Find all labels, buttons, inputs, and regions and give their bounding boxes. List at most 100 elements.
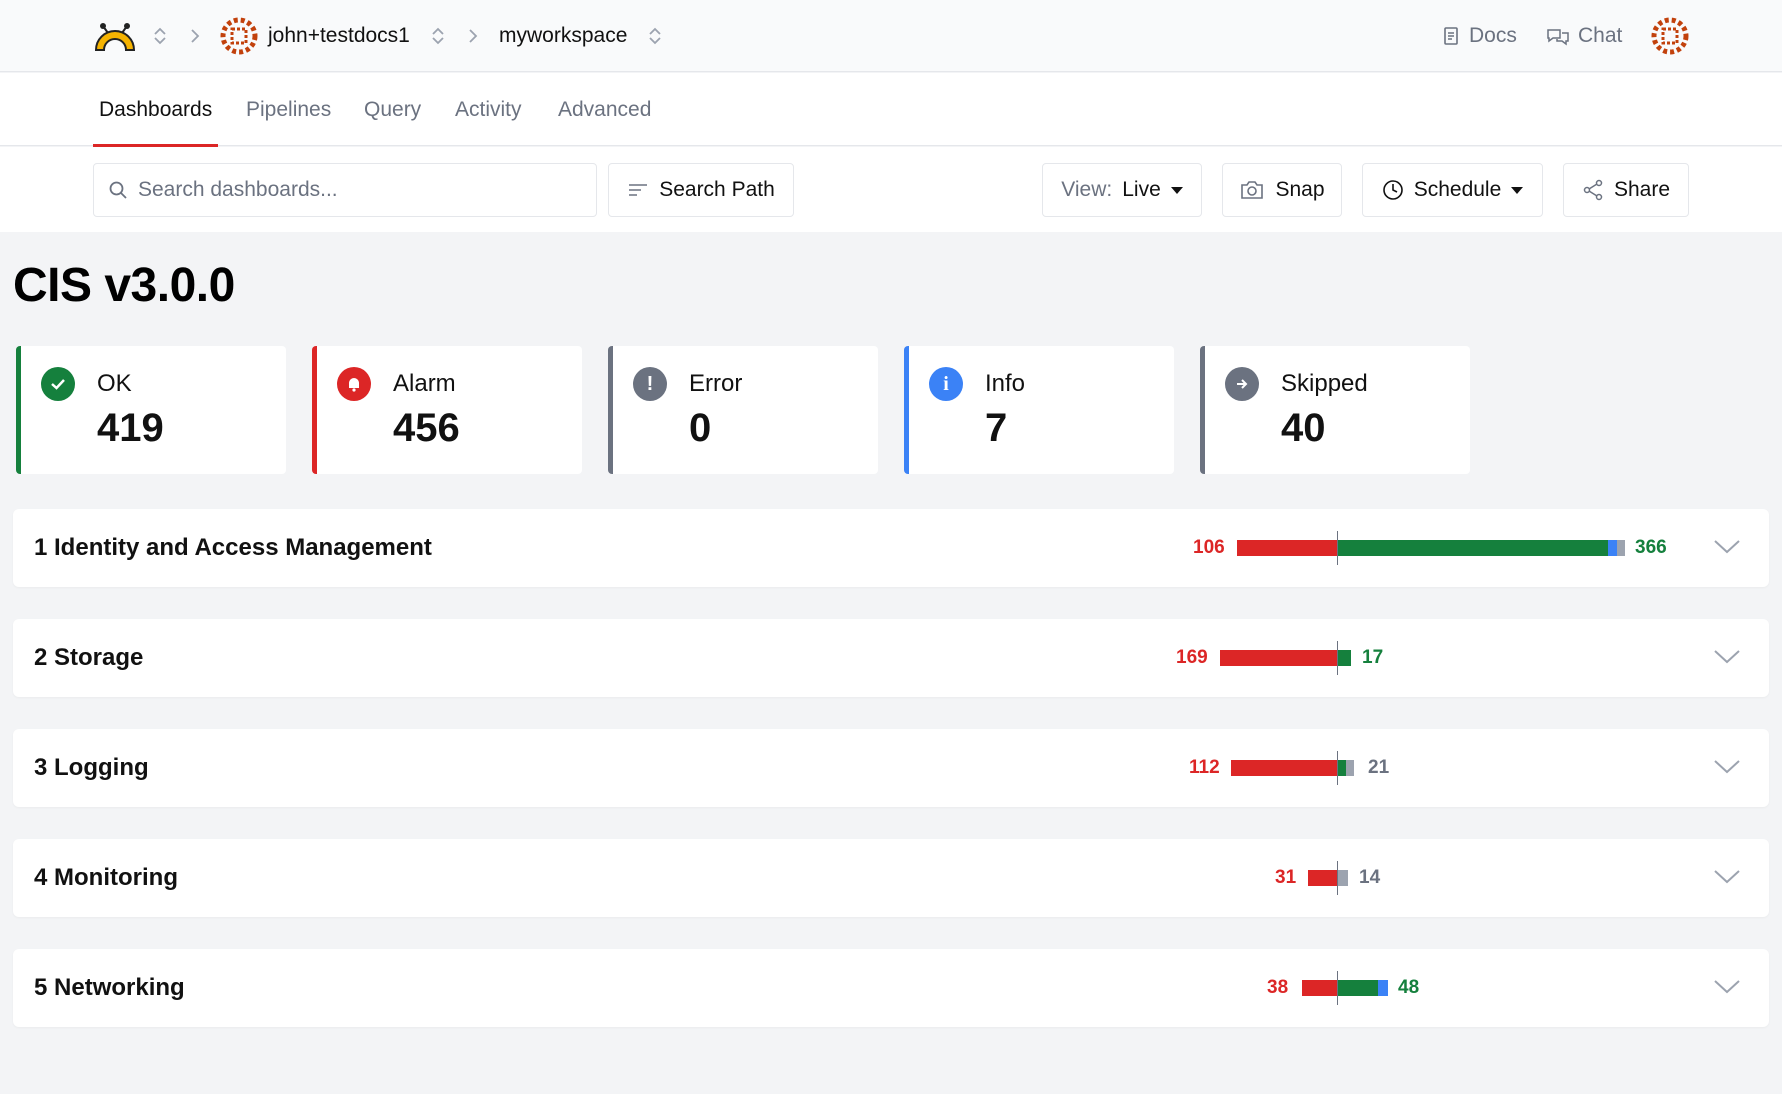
alarm-bar — [1231, 760, 1338, 776]
chevron-down-icon[interactable] — [1713, 646, 1741, 666]
search-box[interactable] — [93, 163, 597, 217]
share-button[interactable]: Share — [1563, 163, 1689, 217]
summary-label: Error — [689, 370, 743, 397]
exclamation-icon: ! — [633, 367, 667, 401]
filter-lines-icon — [629, 184, 648, 196]
chevron-right-icon — [467, 0, 479, 72]
chat-icon — [1547, 29, 1569, 46]
summary-card-info[interactable]: i Info 7 — [904, 346, 1174, 474]
search-path-label: Search Path — [659, 178, 775, 201]
view-value: Live — [1122, 178, 1161, 201]
bell-icon — [337, 367, 371, 401]
workspace-selector-icon[interactable] — [647, 0, 663, 72]
org-avatar-icon — [220, 17, 258, 55]
benchmark-row[interactable]: 2 Storage 169 17 — [13, 619, 1769, 697]
org-name-label: john+testdocs1 — [268, 24, 410, 47]
user-avatar[interactable] — [1651, 0, 1689, 72]
summary-value: 0 — [689, 406, 712, 450]
right-count: 14 — [1359, 867, 1381, 888]
caret-down-icon — [1511, 186, 1524, 194]
benchmark-row[interactable]: 1 Identity and Access Management 106 366 — [13, 509, 1769, 587]
benchmark-row[interactable]: 3 Logging 112 21 — [13, 729, 1769, 807]
summary-value: 456 — [393, 406, 460, 450]
summary-value: 40 — [1281, 406, 1326, 450]
bar-baseline — [1337, 641, 1338, 675]
summary-card-alarm[interactable]: Alarm 456 — [312, 346, 582, 474]
benchmark-row[interactable]: 4 Monitoring 31 14 — [13, 839, 1769, 917]
chevron-down-icon[interactable] — [1713, 756, 1741, 776]
alarm-count: 38 — [1267, 977, 1289, 998]
summary-label: Skipped — [1281, 370, 1368, 397]
search-input[interactable] — [138, 178, 578, 202]
ok-bar — [1338, 540, 1608, 556]
summary-label: OK — [97, 370, 132, 397]
right-count: 21 — [1368, 757, 1390, 778]
org-name[interactable]: john+testdocs1 — [268, 0, 410, 72]
schedule-button[interactable]: Schedule — [1362, 163, 1543, 217]
chat-link[interactable]: Chat — [1546, 0, 1622, 72]
workspace-name[interactable]: myworkspace — [499, 0, 627, 72]
right-count: 48 — [1398, 977, 1420, 998]
info-bar — [1378, 980, 1388, 996]
powerpipe-logo-icon — [94, 23, 136, 51]
summary-card-error[interactable]: ! Error 0 — [608, 346, 878, 474]
check-circle-icon — [41, 367, 75, 401]
snap-button[interactable]: Snap — [1222, 163, 1342, 217]
docs-label: Docs — [1469, 24, 1517, 47]
alarm-bar — [1237, 540, 1338, 556]
caret-down-icon — [1170, 186, 1183, 194]
clock-icon — [1382, 180, 1403, 200]
benchmark-row[interactable]: 5 Networking 38 48 — [13, 949, 1769, 1027]
tab-query[interactable]: Query — [364, 97, 422, 121]
bar-baseline — [1337, 531, 1338, 565]
summary-value: 419 — [97, 406, 164, 450]
right-count: 366 — [1635, 537, 1667, 558]
docs-link[interactable]: Docs — [1441, 0, 1517, 72]
tab-pipelines[interactable]: Pipelines — [246, 97, 332, 121]
alarm-count: 31 — [1275, 867, 1297, 888]
summary-value: 7 — [985, 406, 1008, 450]
tab-activity[interactable]: Activity — [455, 97, 522, 121]
snap-label: Snap — [1275, 178, 1325, 201]
chevron-down-icon[interactable] — [1713, 976, 1741, 996]
bar-baseline — [1337, 861, 1338, 895]
document-icon — [1444, 27, 1458, 45]
bar-baseline — [1337, 971, 1338, 1005]
bar-baseline — [1337, 751, 1338, 785]
camera-icon — [1241, 181, 1264, 199]
app-logo[interactable] — [92, 0, 138, 72]
tab-advanced[interactable]: Advanced — [558, 97, 652, 121]
org-avatar[interactable] — [220, 0, 258, 72]
summary-card-skipped[interactable]: Skipped 40 — [1200, 346, 1470, 474]
share-label: Share — [1613, 178, 1671, 201]
tab-dashboards[interactable]: Dashboards — [92, 73, 219, 147]
chat-label: Chat — [1578, 24, 1623, 47]
benchmark-title: 1 Identity and Access Management — [34, 534, 432, 561]
chevron-down-icon[interactable] — [1713, 866, 1741, 886]
info-icon: i — [929, 367, 963, 401]
alarm-bar — [1302, 980, 1338, 996]
org-selector-icon[interactable] — [430, 0, 446, 72]
skip-bar — [1346, 760, 1354, 776]
view-label: View: — [1061, 178, 1113, 201]
view-mode-select[interactable]: View: Live — [1042, 163, 1202, 217]
ok-bar — [1338, 980, 1378, 996]
skip-bar — [1338, 870, 1348, 886]
search-path-button[interactable]: Search Path — [608, 163, 794, 217]
alarm-count: 112 — [1189, 757, 1220, 778]
summary-label: Alarm — [393, 370, 456, 397]
benchmark-title: 3 Logging — [34, 754, 149, 781]
org-switcher-icon[interactable] — [152, 0, 168, 72]
alarm-count: 106 — [1193, 537, 1225, 558]
summary-card-ok[interactable]: OK 419 — [16, 346, 286, 474]
right-count: 17 — [1362, 647, 1384, 668]
ok-bar — [1338, 760, 1346, 776]
schedule-label: Schedule — [1413, 178, 1502, 201]
chevron-down-icon[interactable] — [1713, 536, 1741, 556]
alarm-bar — [1308, 870, 1338, 886]
alarm-bar — [1220, 650, 1338, 666]
workspace-name-label: myworkspace — [499, 24, 628, 47]
alarm-count: 169 — [1176, 647, 1208, 668]
benchmark-title: 4 Monitoring — [34, 864, 178, 891]
top-bar: john+testdocs1 myworkspace Docs Chat — [0, 0, 1782, 72]
